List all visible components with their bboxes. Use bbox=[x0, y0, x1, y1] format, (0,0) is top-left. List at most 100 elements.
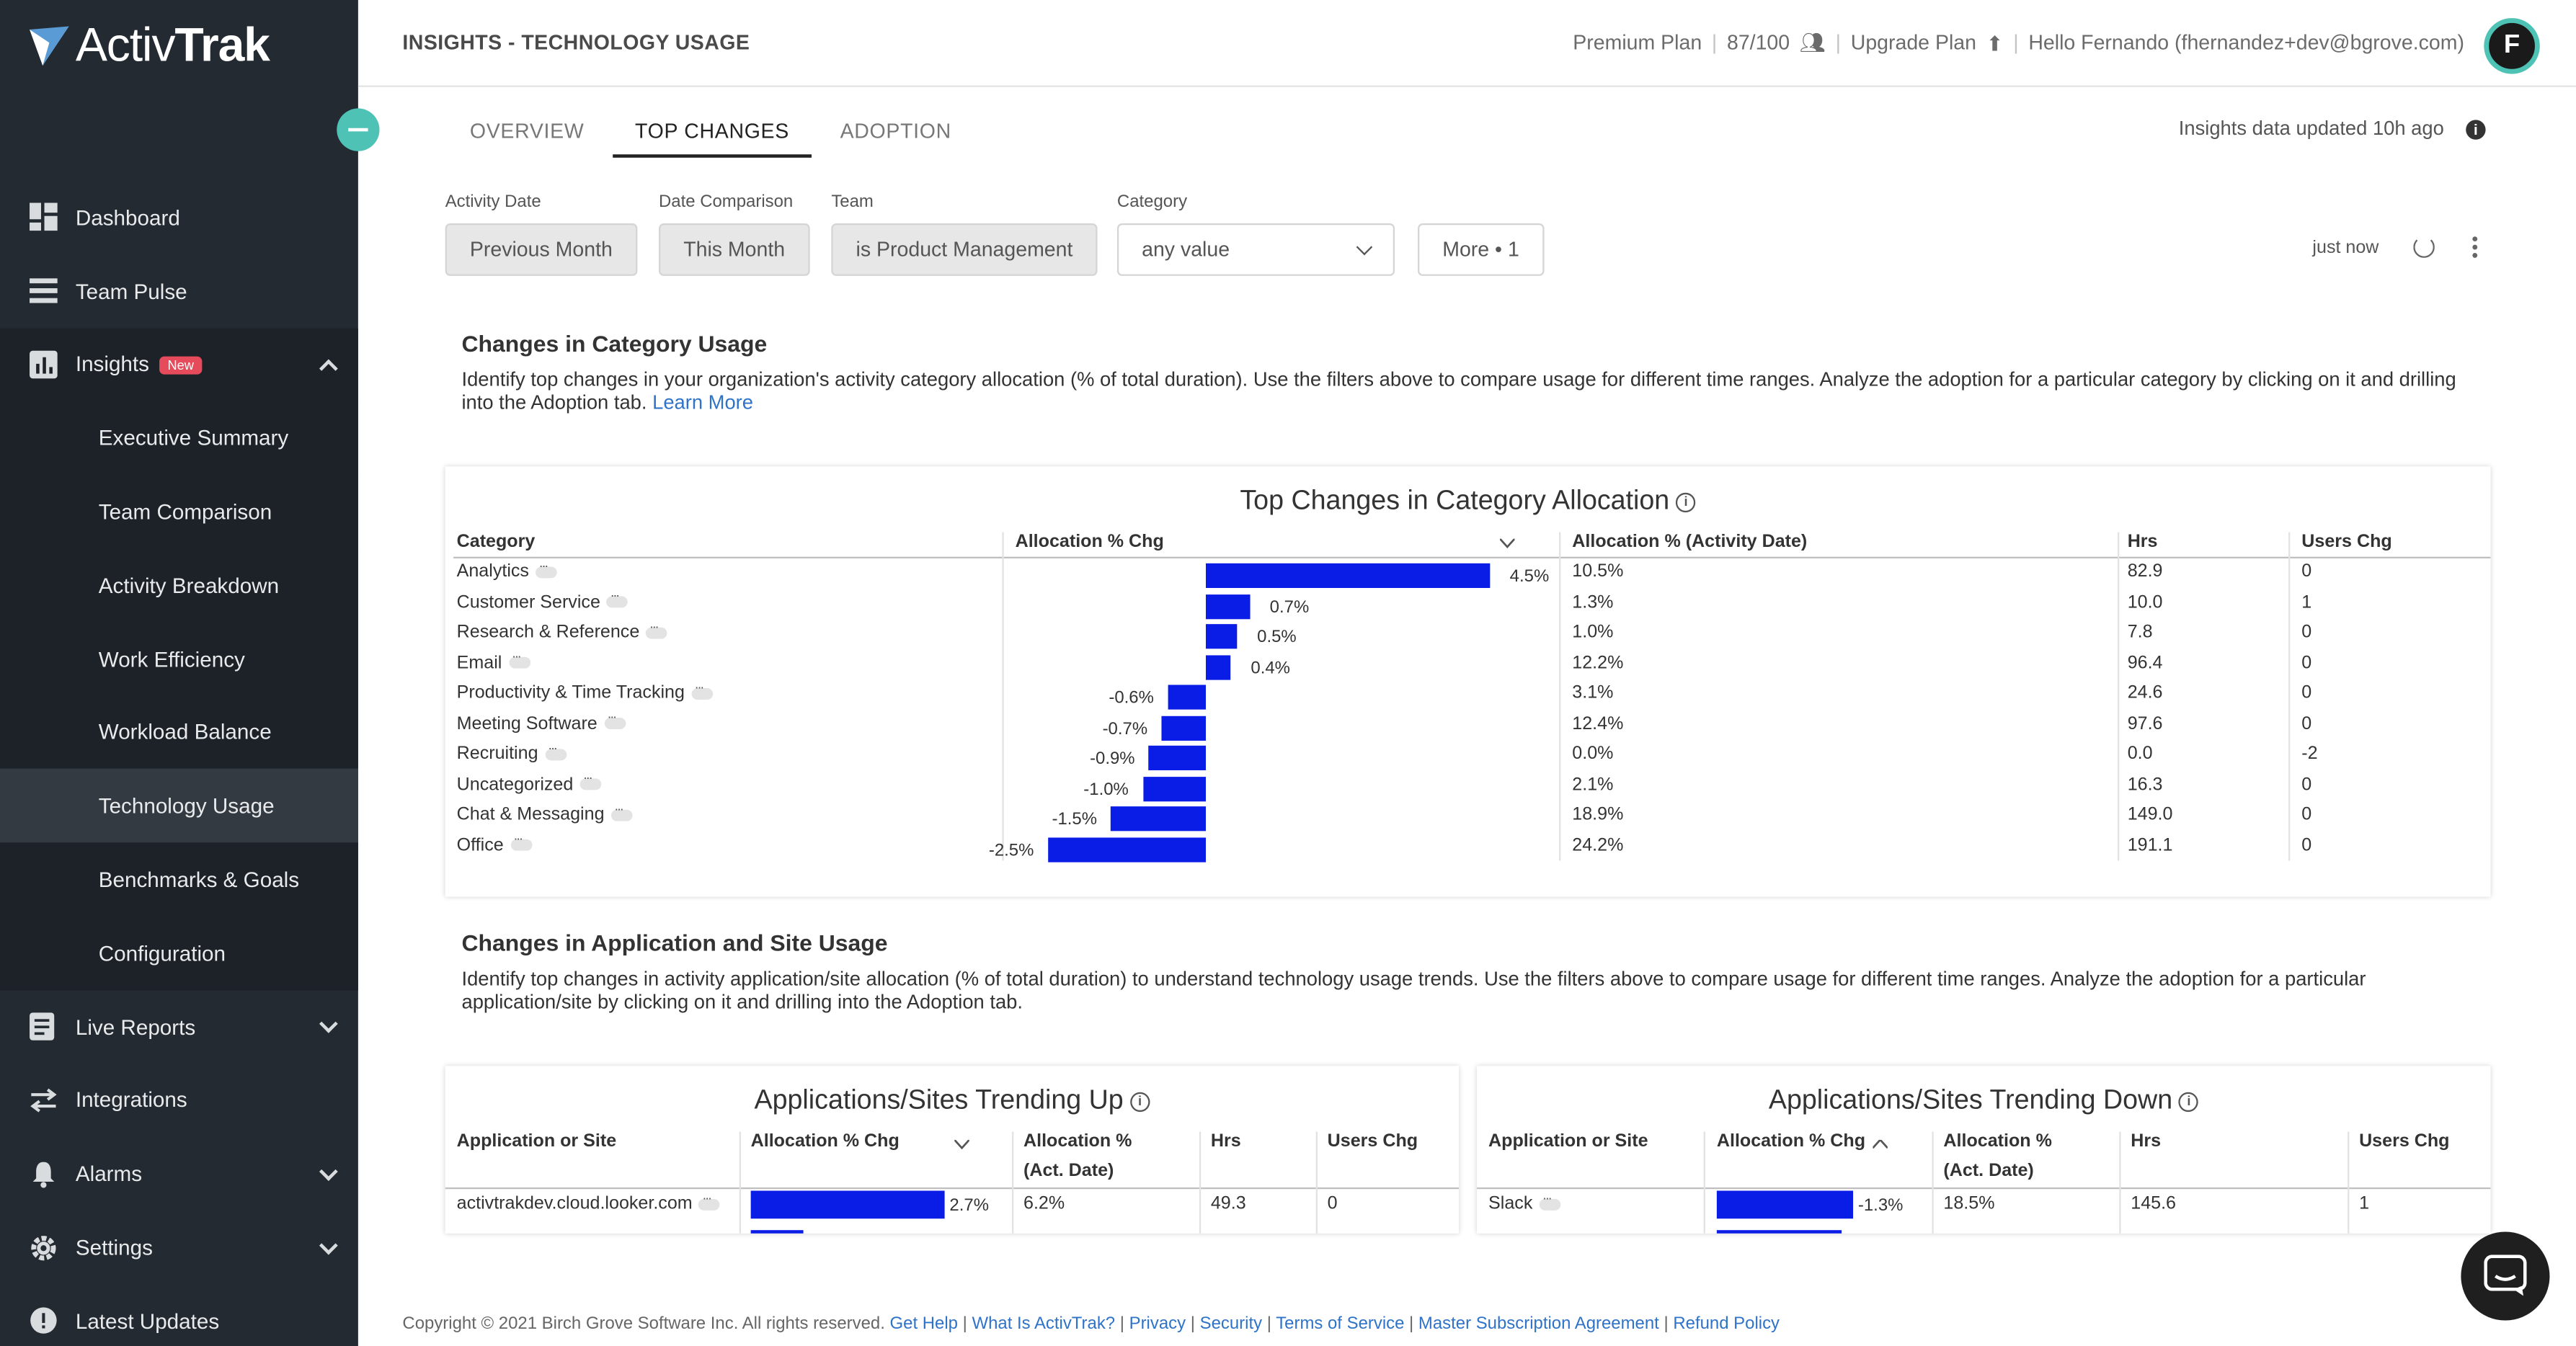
sidebar-item-configuration[interactable]: Configuration bbox=[0, 916, 358, 990]
col-header-hrs[interactable]: Hrs bbox=[2131, 1131, 2162, 1151]
category-name[interactable]: Analytics bbox=[457, 558, 557, 581]
allocation-chg-bar[interactable] bbox=[1206, 563, 1491, 588]
sidebar-item-latest-updates[interactable]: Latest Updates bbox=[0, 1284, 358, 1346]
refresh-icon[interactable] bbox=[2413, 236, 2435, 258]
sidebar-item-settings[interactable]: Settings bbox=[0, 1211, 358, 1284]
footer-link-get-help[interactable]: Get Help bbox=[889, 1314, 958, 1334]
category-select[interactable]: any value bbox=[1116, 223, 1395, 276]
sidebar-item-executive-summary[interactable]: Executive Summary bbox=[0, 401, 358, 476]
sidebar-item-workload-balance[interactable]: Workload Balance bbox=[0, 695, 358, 770]
learn-more-link[interactable]: Learn More bbox=[652, 390, 754, 414]
sidebar-item-work-efficiency[interactable]: Work Efficiency bbox=[0, 622, 358, 696]
col-header-app[interactable]: Application or Site bbox=[456, 1131, 617, 1151]
category-name[interactable]: Recruiting bbox=[457, 740, 567, 764]
sidebar-item-team-pulse[interactable]: Team Pulse bbox=[0, 254, 358, 328]
more-options-icon[interactable] bbox=[536, 558, 557, 578]
tab-overview[interactable]: OVERVIEW bbox=[469, 120, 585, 143]
col-header-hrs[interactable]: Hrs bbox=[1210, 1131, 1241, 1151]
allocation-chg-bar[interactable] bbox=[1161, 715, 1206, 740]
footer-link-privacy[interactable]: Privacy bbox=[1129, 1314, 1186, 1334]
footer-link-msa[interactable]: Master Subscription Agreement bbox=[1418, 1314, 1659, 1334]
category-name[interactable]: Email bbox=[457, 649, 530, 672]
allocation-chg-bar[interactable] bbox=[1206, 624, 1238, 649]
sidebar-item-benchmarks-goals[interactable]: Benchmarks & Goals bbox=[0, 842, 358, 917]
chevron-down-icon[interactable] bbox=[319, 1162, 338, 1181]
chat-launcher-button[interactable] bbox=[2461, 1231, 2550, 1321]
allocation-chg-bar[interactable] bbox=[1206, 654, 1232, 679]
allocation-chg-bar[interactable] bbox=[1142, 775, 1206, 801]
info-icon[interactable]: i bbox=[2466, 120, 2486, 140]
info-icon[interactable]: i bbox=[1129, 1091, 1150, 1112]
more-options-icon[interactable] bbox=[646, 618, 668, 638]
col-header-allocation-chg[interactable]: Allocation % Chg bbox=[1015, 532, 1164, 552]
sort-desc-icon[interactable] bbox=[954, 1139, 969, 1150]
col-header-category[interactable]: Category bbox=[456, 532, 536, 552]
col-header-allocation-activity-date[interactable]: Allocation % (Activity Date) bbox=[1572, 532, 1808, 552]
more-vert-icon[interactable] bbox=[2472, 236, 2478, 258]
col-header-act-date[interactable]: (Act. Date) bbox=[1023, 1161, 1114, 1181]
more-options-icon[interactable] bbox=[607, 588, 629, 608]
footer-link-refund-policy[interactable]: Refund Policy bbox=[1673, 1314, 1780, 1334]
category-name[interactable]: Uncategorized bbox=[457, 770, 602, 794]
avatar[interactable]: F bbox=[2484, 18, 2540, 74]
upgrade-plan-link[interactable]: Upgrade Plan bbox=[1850, 31, 1976, 55]
sidebar-item-activity-breakdown[interactable]: Activity Breakdown bbox=[0, 548, 358, 623]
more-options-icon[interactable] bbox=[691, 679, 713, 700]
sort-desc-icon[interactable] bbox=[1500, 538, 1515, 549]
info-icon[interactable]: i bbox=[1676, 491, 1696, 512]
col-header-users-chg[interactable]: Users Chg bbox=[1327, 1131, 1418, 1151]
category-name[interactable]: Office bbox=[457, 832, 532, 855]
col-header-app[interactable]: Application or Site bbox=[1488, 1131, 1648, 1151]
sidebar-item-alarms[interactable]: Alarms bbox=[0, 1137, 358, 1211]
more-options-icon[interactable] bbox=[1539, 1190, 1561, 1210]
info-icon[interactable]: i bbox=[2179, 1091, 2199, 1112]
sidebar-item-technology-usage[interactable]: Technology Usage bbox=[0, 769, 358, 843]
category-name[interactable]: Research & Reference bbox=[457, 618, 668, 642]
chevron-down-icon[interactable] bbox=[319, 1235, 338, 1254]
category-name[interactable]: Productivity & Time Tracking bbox=[457, 679, 713, 703]
sidebar-item-insights[interactable]: Insights New bbox=[0, 327, 358, 402]
more-filters-button[interactable]: More • 1 bbox=[1418, 223, 1545, 276]
col-header-allocation-chg[interactable]: Allocation % Chg bbox=[1716, 1131, 1866, 1151]
footer-link-terms[interactable]: Terms of Service bbox=[1276, 1314, 1405, 1334]
col-header-allocation[interactable]: Allocation % bbox=[1943, 1131, 2052, 1151]
category-name[interactable]: Chat & Messaging bbox=[457, 801, 633, 824]
sort-asc-icon[interactable] bbox=[1873, 1139, 1888, 1150]
allocation-chg-bar[interactable] bbox=[1111, 806, 1206, 832]
sidebar-item-dashboard[interactable]: Dashboard bbox=[0, 181, 358, 254]
more-options-icon[interactable] bbox=[510, 832, 532, 851]
col-header-hrs[interactable]: Hrs bbox=[2127, 532, 2158, 552]
collapse-sidebar-button[interactable] bbox=[337, 108, 380, 151]
allocation-chg-bar[interactable] bbox=[1168, 685, 1206, 710]
allocation-chg-bar[interactable] bbox=[1716, 1190, 1854, 1219]
col-header-users-chg[interactable]: Users Chg bbox=[2359, 1131, 2450, 1151]
upgrade-arrow-icon[interactable]: ⬆︎ bbox=[1986, 32, 2004, 56]
sidebar-item-integrations[interactable]: Integrations bbox=[0, 1064, 358, 1137]
more-options-icon[interactable] bbox=[603, 710, 626, 730]
allocation-chg-bar[interactable] bbox=[1206, 593, 1251, 619]
col-header-allocation[interactable]: Allocation % bbox=[1023, 1131, 1132, 1151]
activity-date-select[interactable]: Previous Month bbox=[445, 223, 638, 276]
app-name[interactable]: activtrakdev.cloud.looker.com bbox=[457, 1190, 721, 1213]
category-name[interactable]: Meeting Software bbox=[457, 710, 626, 734]
date-comparison-select[interactable]: This Month bbox=[658, 223, 810, 276]
sidebar-item-live-reports[interactable]: Live Reports bbox=[0, 990, 358, 1064]
footer-link-what-is-activtrak[interactable]: What Is ActivTrak? bbox=[972, 1314, 1116, 1334]
more-options-icon[interactable] bbox=[579, 770, 602, 790]
chevron-down-icon[interactable] bbox=[319, 1015, 338, 1034]
category-name[interactable]: Customer Service bbox=[457, 588, 629, 612]
tab-adoption[interactable]: ADOPTION bbox=[840, 120, 951, 143]
activtrak-logo[interactable]: ActivTrak bbox=[26, 19, 270, 72]
allocation-chg-bar[interactable] bbox=[750, 1190, 945, 1219]
tab-top-changes[interactable]: TOP CHANGES bbox=[612, 108, 812, 158]
col-header-users-chg[interactable]: Users Chg bbox=[2301, 532, 2392, 552]
allocation-chg-bar[interactable] bbox=[1047, 837, 1206, 862]
col-header-act-date[interactable]: (Act. Date) bbox=[1943, 1161, 2034, 1181]
more-options-icon[interactable] bbox=[610, 801, 633, 821]
allocation-chg-bar[interactable] bbox=[1149, 745, 1206, 770]
chevron-up-icon[interactable] bbox=[319, 359, 338, 378]
col-header-allocation-chg[interactable]: Allocation % Chg bbox=[750, 1131, 900, 1151]
sidebar-item-team-comparison[interactable]: Team Comparison bbox=[0, 475, 358, 549]
more-options-icon[interactable] bbox=[508, 649, 530, 669]
team-select[interactable]: is Product Management bbox=[831, 223, 1098, 276]
